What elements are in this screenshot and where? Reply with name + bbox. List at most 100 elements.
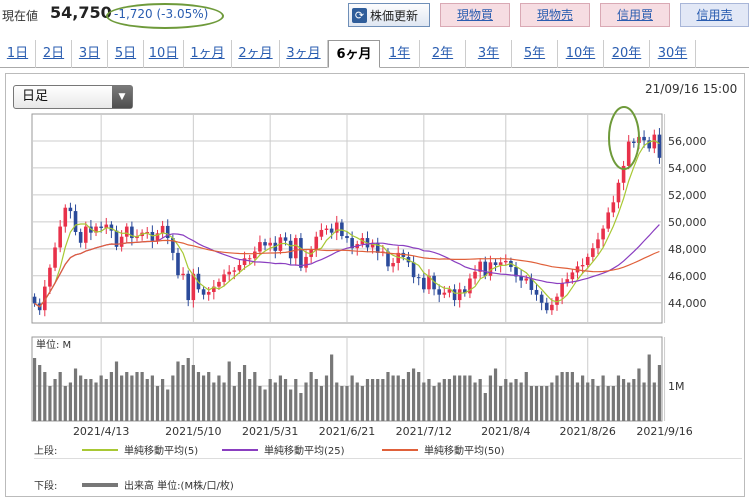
tab-period-3[interactable]: 5日 bbox=[108, 40, 144, 68]
candle-period-select[interactable]: 日足 ▼ bbox=[13, 85, 133, 109]
volume-bar-41 bbox=[242, 365, 247, 421]
margin-sell-button[interactable]: 信用売 bbox=[680, 3, 749, 27]
volume-bar-102 bbox=[555, 375, 559, 421]
tab-period-14[interactable]: 20年 bbox=[604, 40, 650, 68]
volume-bar-100 bbox=[545, 386, 549, 421]
candle-body-95 bbox=[519, 276, 523, 281]
x-tick-label-0: 2021/4/13 bbox=[73, 425, 129, 438]
volume-bar-20 bbox=[135, 372, 139, 421]
candle-body-96 bbox=[524, 278, 529, 281]
candle-body-107 bbox=[580, 265, 585, 267]
volume-bar-17 bbox=[120, 375, 124, 421]
tab-period-2[interactable]: 3日 bbox=[72, 40, 108, 68]
volume-bar-113 bbox=[611, 386, 615, 421]
volume-bar-2 bbox=[43, 372, 47, 421]
price-tick-label-2: 48,000 bbox=[668, 243, 707, 256]
volume-bar-91 bbox=[499, 386, 503, 421]
price-tick-label-4: 52,000 bbox=[668, 189, 707, 202]
volume-bar-54 bbox=[309, 372, 313, 421]
candle-body-3 bbox=[48, 267, 52, 287]
tab-period-0[interactable]: 1日 bbox=[0, 40, 36, 68]
volume-bar-29 bbox=[181, 365, 185, 421]
volume-bar-122 bbox=[657, 365, 662, 421]
volume-bar-61 bbox=[345, 386, 349, 421]
candle-body-74 bbox=[411, 262, 416, 278]
volume-tick-label: 1M bbox=[668, 380, 685, 393]
candle-body-51 bbox=[293, 238, 298, 259]
candle-body-34 bbox=[206, 291, 211, 295]
tab-period-15[interactable]: 30年 bbox=[650, 40, 696, 68]
volume-bar-94 bbox=[514, 379, 518, 421]
tab-period-12[interactable]: 5年 bbox=[512, 40, 558, 68]
candle-body-110 bbox=[596, 239, 600, 249]
volume-bar-55 bbox=[314, 379, 318, 421]
tab-period-1[interactable]: 2日 bbox=[36, 40, 72, 68]
margin-buy-button[interactable]: 信用買 bbox=[600, 3, 670, 27]
candle-body-41 bbox=[242, 258, 247, 266]
tab-period-9[interactable]: 1年 bbox=[380, 40, 420, 68]
volume-bar-98 bbox=[534, 386, 539, 421]
candle-body-53 bbox=[304, 256, 308, 268]
tab-period-7[interactable]: 3ヶ月 bbox=[280, 40, 328, 68]
candle-body-42 bbox=[247, 258, 252, 260]
volume-bar-38 bbox=[227, 361, 231, 421]
volume-bar-44 bbox=[258, 386, 262, 421]
legend-ma50: 単純移動平均(50) bbox=[382, 442, 505, 457]
tab-period-10[interactable]: 2年 bbox=[420, 40, 466, 68]
tab-period-5[interactable]: 1ヶ月 bbox=[184, 40, 232, 68]
volume-bar-1 bbox=[38, 365, 42, 421]
candle-body-88 bbox=[483, 261, 488, 276]
volume-bar-88 bbox=[483, 393, 487, 421]
candle-body-79 bbox=[437, 289, 441, 295]
candle-body-6 bbox=[63, 207, 68, 227]
volume-bar-104 bbox=[565, 372, 569, 421]
candle-body-117 bbox=[632, 141, 636, 143]
tab-period-13[interactable]: 10年 bbox=[558, 40, 604, 68]
candle-period-value: 日足 bbox=[22, 89, 49, 104]
legend-lower-label: 下段: bbox=[34, 481, 58, 492]
cash-sell-button[interactable]: 現物売 bbox=[520, 3, 590, 27]
x-tick-label-2: 2021/5/31 bbox=[242, 425, 298, 438]
chart-datetime: 21/09/16 15:00 bbox=[645, 82, 738, 96]
candle-body-59 bbox=[334, 222, 339, 233]
price-tick-label-6: 56,000 bbox=[668, 135, 707, 148]
candle-body-40 bbox=[237, 265, 242, 271]
volume-bar-74 bbox=[411, 368, 416, 421]
x-tick-label-4: 2021/7/12 bbox=[396, 425, 452, 438]
volume-bar-37 bbox=[222, 382, 226, 421]
candle-body-111 bbox=[601, 228, 605, 240]
volume-bar-27 bbox=[171, 375, 175, 421]
volume-bar-78 bbox=[432, 386, 436, 421]
volume-bar-51 bbox=[294, 379, 298, 421]
volume-bar-83 bbox=[458, 375, 462, 421]
volume-bar-63 bbox=[355, 382, 359, 421]
legend-volume: 出来高 単位:(M株/口/枚) bbox=[82, 477, 234, 492]
candle-body-86 bbox=[473, 271, 477, 279]
candle-body-35 bbox=[212, 286, 216, 292]
tab-period-4[interactable]: 10日 bbox=[144, 40, 184, 68]
volume-bar-85 bbox=[468, 375, 472, 421]
refresh-icon: ⟳ bbox=[352, 7, 367, 23]
candle-body-101 bbox=[550, 304, 554, 311]
volume-bar-101 bbox=[550, 382, 554, 421]
volume-bar-108 bbox=[586, 382, 590, 421]
candle-body-49 bbox=[283, 237, 288, 241]
candle-body-89 bbox=[488, 262, 493, 276]
cash-buy-button[interactable]: 現物買 bbox=[440, 3, 510, 27]
candle-body-8 bbox=[73, 211, 78, 232]
candle-body-10 bbox=[83, 226, 88, 243]
volume-bar-73 bbox=[406, 372, 411, 421]
tab-period-11[interactable]: 3年 bbox=[466, 40, 512, 68]
price-tick-label-3: 50,000 bbox=[668, 216, 707, 229]
refresh-price-button[interactable]: ⟳ 株価更新 bbox=[348, 3, 430, 27]
legend-ma5-swatch bbox=[82, 448, 118, 451]
volume-bar-30 bbox=[186, 358, 190, 421]
candle-body-70 bbox=[391, 262, 395, 267]
volume-bar-72 bbox=[401, 379, 405, 421]
candle-body-27 bbox=[171, 238, 175, 253]
tab-period-6[interactable]: 2ヶ月 bbox=[232, 40, 280, 68]
candle-body-2 bbox=[43, 286, 47, 311]
tab-period-8[interactable]: 6ヶ月 bbox=[328, 40, 380, 68]
volume-bar-93 bbox=[509, 382, 513, 421]
ma50-line bbox=[34, 239, 660, 308]
